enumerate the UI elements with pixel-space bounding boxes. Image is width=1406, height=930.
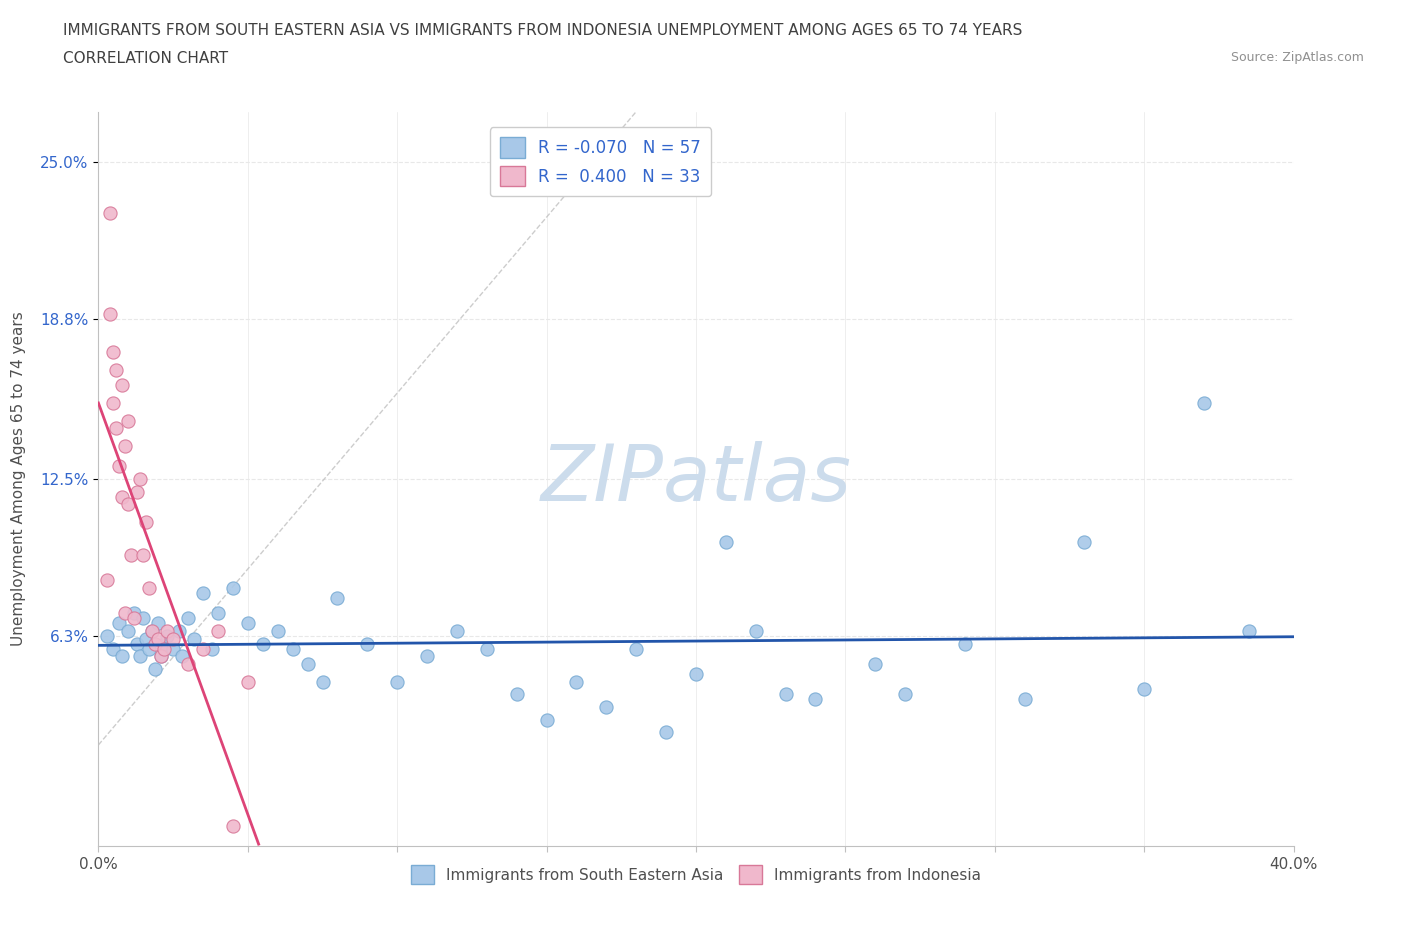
Point — [117, 413, 139, 428]
Text: IMMIGRANTS FROM SOUTH EASTERN ASIA VS IMMIGRANTS FROM INDONESIA UNEMPLOYMENT AMO: IMMIGRANTS FROM SOUTH EASTERN ASIA VS IM… — [63, 23, 1022, 38]
Point — [127, 636, 149, 651]
Point — [1014, 692, 1036, 707]
Point — [685, 667, 707, 682]
Point — [865, 657, 887, 671]
Point — [183, 631, 205, 646]
Point — [117, 623, 139, 638]
Point — [626, 642, 648, 657]
Point — [150, 649, 173, 664]
Point — [141, 623, 163, 638]
Point — [108, 458, 131, 473]
Point — [222, 580, 245, 595]
Point — [111, 378, 134, 392]
Point — [1073, 535, 1095, 550]
Point — [103, 642, 125, 657]
Point — [1133, 682, 1156, 697]
Point — [114, 605, 136, 620]
Point — [311, 674, 333, 689]
Y-axis label: Unemployment Among Ages 65 to 74 years: Unemployment Among Ages 65 to 74 years — [11, 312, 27, 646]
Point — [267, 623, 290, 638]
Point — [953, 636, 976, 651]
Point — [1192, 395, 1215, 410]
Text: CORRELATION CHART: CORRELATION CHART — [63, 51, 228, 66]
Point — [191, 586, 214, 601]
Point — [98, 206, 122, 220]
Point — [103, 345, 125, 360]
Point — [120, 548, 142, 563]
Point — [446, 623, 468, 638]
Point — [141, 623, 163, 638]
Point — [201, 642, 224, 657]
Point — [124, 605, 146, 620]
Point — [222, 818, 245, 833]
Point — [236, 674, 259, 689]
Point — [775, 687, 797, 702]
Point — [714, 535, 737, 550]
Point — [207, 605, 229, 620]
Point — [297, 657, 319, 671]
Point — [156, 629, 179, 644]
Point — [132, 611, 155, 626]
Point — [326, 591, 349, 605]
Point — [177, 657, 200, 671]
Legend: Immigrants from South Eastern Asia, Immigrants from Indonesia: Immigrants from South Eastern Asia, Immi… — [405, 859, 987, 890]
Point — [506, 687, 529, 702]
Point — [108, 616, 131, 631]
Point — [111, 649, 134, 664]
Point — [177, 611, 200, 626]
Point — [129, 472, 152, 486]
Point — [117, 497, 139, 512]
Point — [475, 642, 498, 657]
Point — [191, 642, 214, 657]
Point — [96, 629, 118, 644]
Point — [96, 573, 118, 588]
Point — [105, 421, 128, 436]
Point — [98, 307, 122, 322]
Point — [565, 674, 588, 689]
Point — [207, 623, 229, 638]
Point — [111, 489, 134, 504]
Point — [252, 636, 274, 651]
Point — [172, 649, 194, 664]
Point — [655, 724, 678, 739]
Point — [385, 674, 409, 689]
Point — [124, 611, 146, 626]
Point — [745, 623, 768, 638]
Point — [148, 631, 170, 646]
Point — [595, 699, 617, 714]
Point — [105, 363, 128, 378]
Point — [143, 636, 166, 651]
Point — [804, 692, 827, 707]
Point — [129, 649, 152, 664]
Point — [162, 631, 184, 646]
Point — [1237, 623, 1260, 638]
Point — [103, 395, 125, 410]
Point — [894, 687, 917, 702]
Point — [156, 623, 179, 638]
Point — [143, 661, 166, 676]
Point — [132, 548, 155, 563]
Point — [114, 439, 136, 454]
Point — [135, 631, 157, 646]
Point — [153, 636, 176, 651]
Point — [416, 649, 439, 664]
Point — [150, 649, 173, 664]
Point — [138, 642, 160, 657]
Text: ZIPatlas: ZIPatlas — [540, 441, 852, 517]
Point — [153, 642, 176, 657]
Point — [167, 623, 190, 638]
Point — [135, 514, 157, 529]
Point — [536, 712, 558, 727]
Point — [138, 580, 160, 595]
Point — [281, 642, 304, 657]
Text: Source: ZipAtlas.com: Source: ZipAtlas.com — [1230, 51, 1364, 64]
Point — [236, 616, 259, 631]
Point — [127, 485, 149, 499]
Point — [162, 642, 184, 657]
Point — [148, 616, 170, 631]
Point — [356, 636, 378, 651]
